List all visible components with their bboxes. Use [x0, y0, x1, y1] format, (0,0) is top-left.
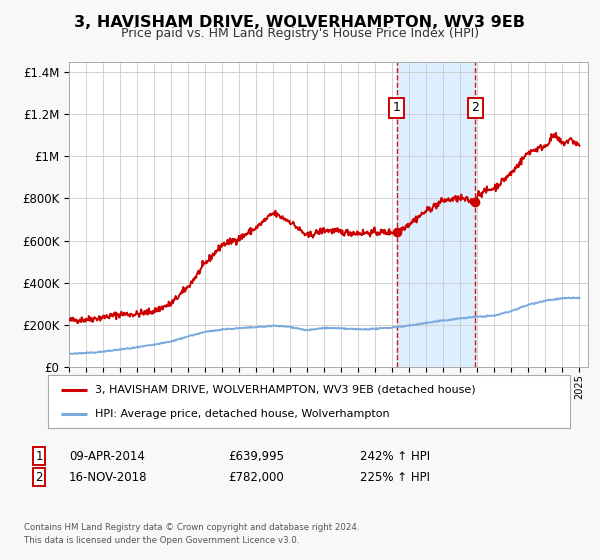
Text: 242% ↑ HPI: 242% ↑ HPI — [360, 450, 430, 463]
Text: £639,995: £639,995 — [228, 450, 284, 463]
Text: 16-NOV-2018: 16-NOV-2018 — [69, 470, 148, 484]
Text: 2: 2 — [35, 470, 43, 484]
Text: 2: 2 — [472, 101, 479, 114]
Text: 1: 1 — [35, 450, 43, 463]
Text: 225% ↑ HPI: 225% ↑ HPI — [360, 470, 430, 484]
Text: 3, HAVISHAM DRIVE, WOLVERHAMPTON, WV3 9EB (detached house): 3, HAVISHAM DRIVE, WOLVERHAMPTON, WV3 9E… — [95, 385, 476, 395]
Text: 09-APR-2014: 09-APR-2014 — [69, 450, 145, 463]
Text: 3, HAVISHAM DRIVE, WOLVERHAMPTON, WV3 9EB: 3, HAVISHAM DRIVE, WOLVERHAMPTON, WV3 9E… — [74, 15, 526, 30]
Bar — [397, 62, 475, 367]
Text: Contains HM Land Registry data © Crown copyright and database right 2024.: Contains HM Land Registry data © Crown c… — [24, 523, 359, 532]
Text: This data is licensed under the Open Government Licence v3.0.: This data is licensed under the Open Gov… — [24, 536, 299, 545]
Text: £782,000: £782,000 — [228, 470, 284, 484]
Text: 1: 1 — [393, 101, 401, 114]
Text: Price paid vs. HM Land Registry's House Price Index (HPI): Price paid vs. HM Land Registry's House … — [121, 27, 479, 40]
Text: HPI: Average price, detached house, Wolverhampton: HPI: Average price, detached house, Wolv… — [95, 409, 389, 419]
